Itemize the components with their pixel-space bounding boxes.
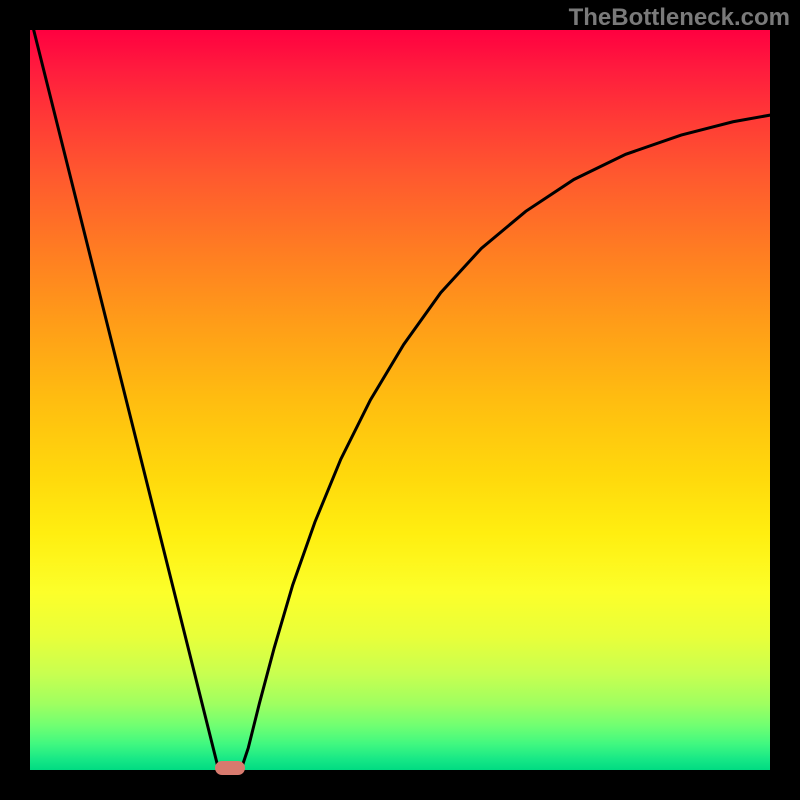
chart-container: TheBottleneck.com bbox=[0, 0, 800, 800]
gradient-background bbox=[30, 30, 770, 770]
curve-svg bbox=[30, 30, 770, 770]
watermark-text: TheBottleneck.com bbox=[569, 4, 790, 32]
plot-area bbox=[30, 30, 770, 770]
minimum-marker bbox=[215, 761, 245, 775]
